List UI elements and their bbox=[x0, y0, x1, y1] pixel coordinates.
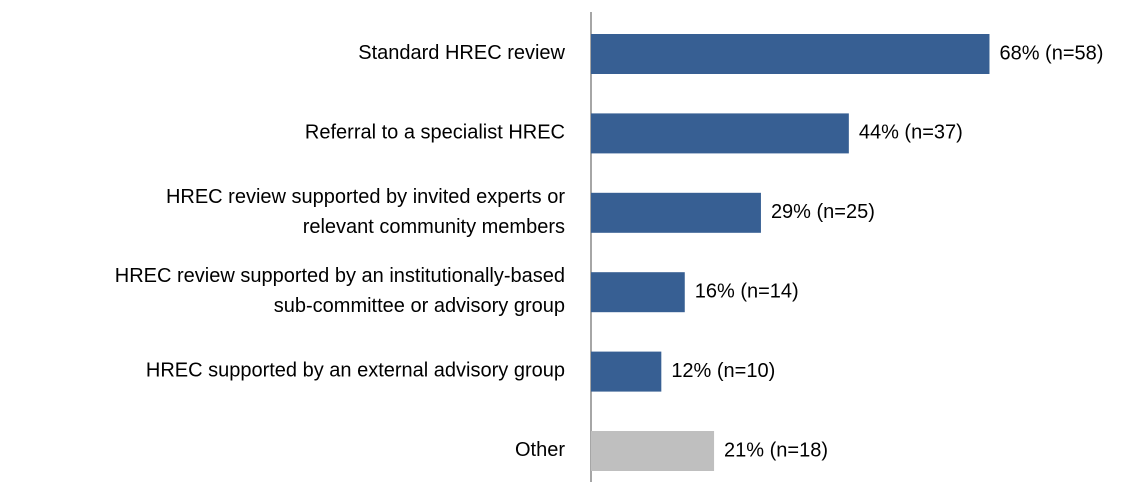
value-label: 29% (n=25) bbox=[771, 201, 875, 223]
bar bbox=[591, 192, 761, 233]
bar bbox=[591, 431, 715, 471]
value-label: 12% (n=10) bbox=[671, 360, 775, 382]
category-label: Standard HREC review bbox=[358, 42, 565, 64]
bar bbox=[591, 113, 849, 154]
value-label: 44% (n=37) bbox=[859, 122, 963, 144]
bar bbox=[591, 34, 990, 74]
bar bbox=[591, 351, 662, 392]
value-label: 68% (n=58) bbox=[999, 42, 1103, 64]
value-label: 21% (n=18) bbox=[724, 439, 828, 461]
category-label: HREC supported by an external advisory g… bbox=[146, 360, 565, 382]
category-label: HREC review supported by an institutiona… bbox=[115, 265, 565, 317]
value-label: 16% (n=14) bbox=[695, 280, 799, 302]
category-label: Referral to a specialist HREC bbox=[305, 122, 565, 144]
bar bbox=[591, 272, 685, 313]
category-label: HREC review supported by invited experts… bbox=[166, 186, 565, 238]
category-label: Other bbox=[515, 439, 565, 461]
